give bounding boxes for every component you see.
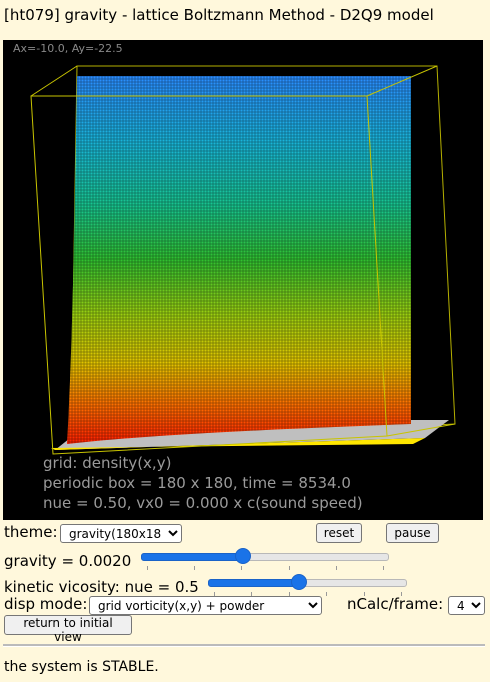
viscosity-slider[interactable] [208, 574, 407, 596]
disp-mode-label: disp mode: [4, 595, 88, 613]
return-to-initial-view-button[interactable]: return to initial view [4, 615, 132, 644]
viscosity-label: kinetic vicosity: nue = 0.5 [4, 578, 199, 596]
ncalc-label: nCalc/frame: [347, 595, 444, 613]
reset-button[interactable]: reset [316, 523, 362, 543]
box-info: periodic box = 180 x 180, time = 8534.0 [43, 474, 351, 492]
acceleration-readout: Ax=-10.0, Ay=-22.5 [13, 42, 123, 55]
disp-mode-select[interactable]: grid vorticity(x,y) + powder [89, 596, 322, 615]
viscosity-slider-thumb[interactable] [291, 574, 308, 590]
theme-select[interactable]: gravity(180x180) [60, 524, 182, 543]
simulation-canvas[interactable]: Ax=-10.0, Ay=-22.5 grid: density(x,y) pe… [3, 40, 483, 520]
gravity-slider-thumb[interactable] [234, 548, 251, 564]
gravity-slider[interactable] [141, 548, 389, 570]
floor-edge [51, 438, 425, 450]
viscosity-info: nue = 0.50, vx0 = 0.000 x c(sound speed) [43, 494, 363, 512]
gravity-label: gravity = 0.0020 [4, 552, 132, 570]
lattice-visualization [30, 65, 456, 455]
theme-label: theme: [4, 523, 58, 541]
page-title: [ht079] gravity - lattice Boltzmann Meth… [4, 6, 434, 24]
divider [3, 644, 485, 647]
grid-info: grid: density(x,y) [43, 454, 172, 472]
status-text: the system is STABLE. [4, 659, 159, 675]
pause-button[interactable]: pause [386, 523, 439, 543]
ncalc-select[interactable]: 4 [448, 596, 485, 615]
